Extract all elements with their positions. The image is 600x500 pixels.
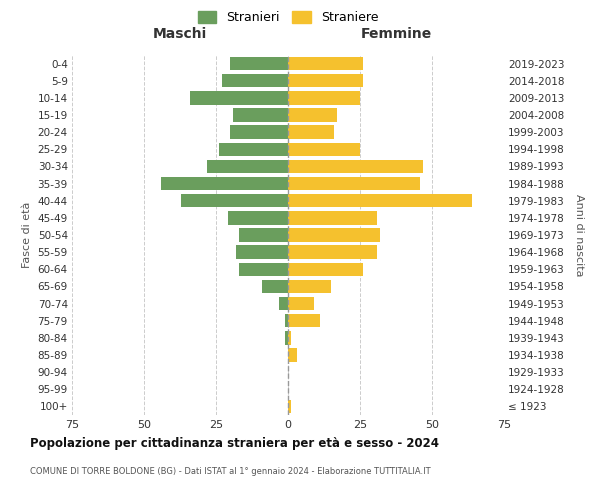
Text: COMUNE DI TORRE BOLDONE (BG) - Dati ISTAT al 1° gennaio 2024 - Elaborazione TUTT: COMUNE DI TORRE BOLDONE (BG) - Dati ISTA… <box>30 468 431 476</box>
Bar <box>288 228 380 241</box>
Bar <box>288 194 472 207</box>
Bar <box>222 74 288 88</box>
Bar <box>285 314 288 328</box>
Bar <box>288 142 360 156</box>
Bar <box>190 91 288 104</box>
Bar <box>288 108 337 122</box>
Bar <box>288 297 314 310</box>
Bar <box>236 246 288 259</box>
Bar <box>288 91 360 104</box>
Bar <box>181 194 288 207</box>
Bar <box>288 57 363 70</box>
Bar <box>161 177 288 190</box>
Bar <box>288 314 320 328</box>
Bar <box>288 177 421 190</box>
Bar <box>288 348 296 362</box>
Bar <box>288 211 377 224</box>
Bar <box>233 108 288 122</box>
Text: Femmine: Femmine <box>361 28 431 42</box>
Bar <box>239 262 288 276</box>
Bar <box>280 297 288 310</box>
Bar <box>288 74 363 88</box>
Bar <box>230 126 288 139</box>
Bar <box>288 262 363 276</box>
Bar <box>288 280 331 293</box>
Bar <box>288 160 424 173</box>
Bar <box>262 280 288 293</box>
Bar <box>219 142 288 156</box>
Bar <box>227 211 288 224</box>
Bar <box>239 228 288 241</box>
Bar <box>288 126 334 139</box>
Bar <box>208 160 288 173</box>
Y-axis label: Anni di nascita: Anni di nascita <box>574 194 584 276</box>
Bar <box>288 400 291 413</box>
Bar <box>285 331 288 344</box>
Text: Maschi: Maschi <box>153 28 207 42</box>
Legend: Stranieri, Straniere: Stranieri, Straniere <box>197 11 379 24</box>
Bar <box>288 331 291 344</box>
Bar <box>230 57 288 70</box>
Y-axis label: Fasce di età: Fasce di età <box>22 202 32 268</box>
Bar <box>288 246 377 259</box>
Text: Popolazione per cittadinanza straniera per età e sesso - 2024: Popolazione per cittadinanza straniera p… <box>30 438 439 450</box>
